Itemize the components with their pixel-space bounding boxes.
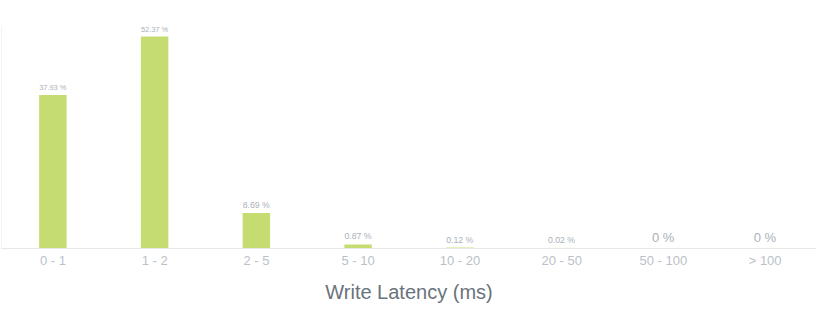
svg-text:0.12 %: 0.12 % [446,235,473,245]
svg-text:10 - 20: 10 - 20 [440,253,480,268]
svg-text:0 %: 0 % [652,230,675,245]
svg-text:0 %: 0 % [754,230,777,245]
svg-text:37.93 %: 37.93 % [39,83,67,92]
svg-text:0.02 %: 0.02 % [548,235,575,245]
svg-text:5 - 10: 5 - 10 [342,253,375,268]
svg-text:8.69 %: 8.69 % [243,200,270,210]
svg-text:> 100: > 100 [749,253,782,268]
svg-text:50 - 100: 50 - 100 [640,253,688,268]
svg-text:0.87 %: 0.87 % [344,231,371,241]
svg-text:52.37 %: 52.37 % [141,25,169,34]
svg-text:2 - 5: 2 - 5 [243,253,269,268]
svg-text:20 - 50: 20 - 50 [541,253,581,268]
svg-text:1 - 2: 1 - 2 [142,253,168,268]
svg-text:Write Latency (ms): Write Latency (ms) [325,281,492,303]
svg-text:0 - 1: 0 - 1 [40,253,66,268]
